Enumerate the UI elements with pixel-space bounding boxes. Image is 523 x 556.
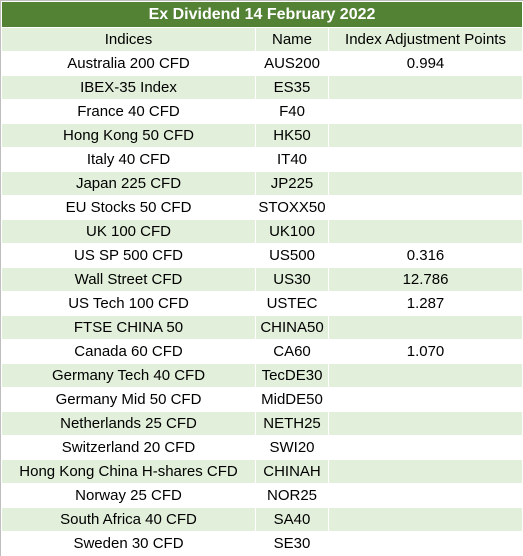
table-row: Switzerland 20 CFD SWI20 <box>1 435 523 460</box>
cell-name: TecDE30 <box>255 363 329 388</box>
cell-name: NOR25 <box>255 483 329 508</box>
cell-index: Sweden 30 CFD <box>1 531 256 556</box>
table-row: EU Stocks 50 CFD STOXX50 <box>1 195 523 220</box>
cell-index: Germany Mid 50 CFD <box>1 387 256 412</box>
cell-index: Netherlands 25 CFD <box>1 411 256 436</box>
table-row: Germany Mid 50 CFD MidDE50 <box>1 387 523 412</box>
cell-points <box>327 315 523 340</box>
cell-index: Norway 25 CFD <box>1 483 256 508</box>
cell-points <box>327 531 523 556</box>
cell-index: South Africa 40 CFD <box>1 507 256 532</box>
table-row: Hong Kong China H-shares CFD CHINAH <box>1 459 523 484</box>
cell-points <box>327 195 523 220</box>
cell-name: NETH25 <box>255 411 329 436</box>
cell-name: SWI20 <box>255 435 329 460</box>
table-row: Italy 40 CFD IT40 <box>1 147 523 172</box>
cell-index: IBEX-35 Index <box>1 75 256 100</box>
cell-name: CHINAH <box>255 459 329 484</box>
table-body: Australia 200 CFD AUS200 0.994 IBEX-35 Inde… <box>1 51 523 556</box>
table-row: South Africa 40 CFD SA40 <box>1 507 523 532</box>
title-row: Ex Dividend 14 February 2022 <box>0 1 523 28</box>
cell-index: EU Stocks 50 CFD <box>1 195 256 220</box>
cell-index: Hong Kong 50 CFD <box>1 123 256 148</box>
table-row: US SP 500 CFD US500 0.316 <box>1 243 523 268</box>
table-row: UK 100 CFD UK100 <box>1 219 523 244</box>
cell-name: CA60 <box>255 339 329 364</box>
cell-points: 1.070 <box>327 339 523 364</box>
cell-name: CHINA50 <box>255 315 329 340</box>
table-row: Australia 200 CFD AUS200 0.994 <box>1 51 523 76</box>
table-row: Canada 60 CFD CA60 1.070 <box>1 339 523 364</box>
cell-name: HK50 <box>255 123 329 148</box>
cell-name: IT40 <box>255 147 329 172</box>
cell-index: Italy 40 CFD <box>1 147 256 172</box>
cell-points <box>327 459 523 484</box>
cell-index: Germany Tech 40 CFD <box>1 363 256 388</box>
cell-index: Hong Kong China H-shares CFD <box>1 459 256 484</box>
cell-points <box>327 171 523 196</box>
cell-index: FTSE CHINA 50 <box>1 315 256 340</box>
cell-points: 1.287 <box>327 291 523 316</box>
table-row: Sweden 30 CFD SE30 <box>1 531 523 556</box>
cell-points: 0.994 <box>327 51 523 76</box>
table-row: FTSE CHINA 50 CHINA50 <box>1 315 523 340</box>
cell-points <box>327 219 523 244</box>
table-row: Hong Kong 50 CFD HK50 <box>1 123 523 148</box>
header-row: Indices Name Index Adjustment Points <box>1 27 523 52</box>
cell-name: MidDE50 <box>255 387 329 412</box>
cell-index: Japan 225 CFD <box>1 171 256 196</box>
cell-points <box>327 147 523 172</box>
cell-index: US SP 500 CFD <box>1 243 256 268</box>
table-row: Norway 25 CFD NOR25 <box>1 483 523 508</box>
cell-points <box>327 123 523 148</box>
header-points: Index Adjustment Points <box>327 27 523 52</box>
cell-points: 12.786 <box>327 267 523 292</box>
table-row: Netherlands 25 CFD NETH25 <box>1 411 523 436</box>
cell-name: SE30 <box>255 531 329 556</box>
cell-index: US Tech 100 CFD <box>1 291 256 316</box>
cell-points <box>327 411 523 436</box>
cell-name: JP225 <box>255 171 329 196</box>
cell-name: STOXX50 <box>255 195 329 220</box>
cell-points <box>327 363 523 388</box>
cell-index: Wall Street CFD <box>1 267 256 292</box>
table-row: Japan 225 CFD JP225 <box>1 171 523 196</box>
table-title: Ex Dividend 14 February 2022 <box>0 1 523 28</box>
header-name: Name <box>255 27 329 52</box>
cell-name: SA40 <box>255 507 329 532</box>
table-row: US Tech 100 CFD USTEC 1.287 <box>1 291 523 316</box>
cell-index: Australia 200 CFD <box>1 51 256 76</box>
cell-name: US500 <box>255 243 329 268</box>
cell-points <box>327 435 523 460</box>
cell-name: AUS200 <box>255 51 329 76</box>
cell-name: UK100 <box>255 219 329 244</box>
header-indices: Indices <box>1 27 256 52</box>
table-row: Wall Street CFD US30 12.786 <box>1 267 523 292</box>
cell-name: USTEC <box>255 291 329 316</box>
table-row: Germany Tech 40 CFD TecDE30 <box>1 363 523 388</box>
cell-points: 0.316 <box>327 243 523 268</box>
cell-name: ES35 <box>255 75 329 100</box>
cell-points <box>327 99 523 124</box>
cell-index: Canada 60 CFD <box>1 339 256 364</box>
cell-index: UK 100 CFD <box>1 219 256 244</box>
table-row: France 40 CFD F40 <box>1 99 523 124</box>
cell-name: F40 <box>255 99 329 124</box>
cell-points <box>327 507 523 532</box>
table-row: IBEX-35 Index ES35 <box>1 75 523 100</box>
cell-points <box>327 75 523 100</box>
cell-points <box>327 387 523 412</box>
cell-index: France 40 CFD <box>1 99 256 124</box>
cell-points <box>327 483 523 508</box>
cell-index: Switzerland 20 CFD <box>1 435 256 460</box>
cell-name: US30 <box>255 267 329 292</box>
